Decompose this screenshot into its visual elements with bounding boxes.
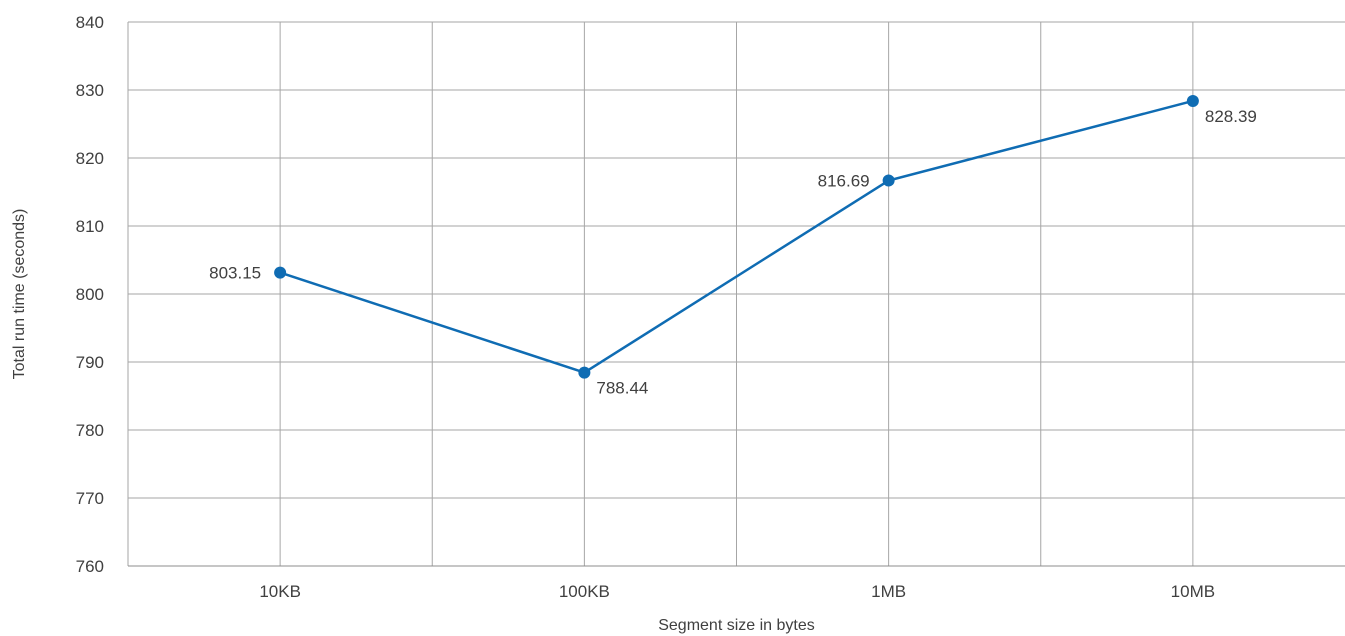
data-label: 828.39 bbox=[1205, 107, 1257, 126]
y-tick-label: 830 bbox=[76, 81, 104, 100]
data-point bbox=[578, 366, 591, 379]
y-tick-label: 790 bbox=[76, 353, 104, 372]
series-group bbox=[274, 94, 1199, 379]
y-tick-label: 820 bbox=[76, 149, 104, 168]
data-point bbox=[274, 266, 287, 279]
x-axis-title: Segment size in bytes bbox=[658, 617, 815, 634]
data-label: 788.44 bbox=[596, 379, 648, 398]
x-axis-tick-labels: 10KB 100KB 1MB 10MB bbox=[259, 582, 1215, 601]
x-tick-label: 10MB bbox=[1171, 582, 1215, 601]
y-tick-label: 770 bbox=[76, 489, 104, 508]
y-tick-label: 760 bbox=[76, 557, 104, 576]
data-point bbox=[1186, 94, 1199, 107]
y-axis-title: Total run time (seconds) bbox=[11, 209, 28, 380]
data-point bbox=[882, 174, 895, 187]
y-tick-label: 800 bbox=[76, 285, 104, 304]
x-tick-label: 1MB bbox=[871, 582, 906, 601]
data-label: 816.69 bbox=[818, 172, 870, 191]
y-tick-label: 810 bbox=[76, 217, 104, 236]
gridlines bbox=[127, 21, 1345, 567]
data-label: 803.15 bbox=[209, 264, 261, 283]
data-labels: 803.15 788.44 816.69 828.39 bbox=[209, 107, 1257, 398]
x-tick-label: 100KB bbox=[559, 582, 610, 601]
series-line bbox=[278, 99, 1195, 374]
y-tick-label: 780 bbox=[76, 421, 104, 440]
x-tick-label: 10KB bbox=[259, 582, 301, 601]
y-tick-label: 840 bbox=[76, 13, 104, 32]
y-axis-tick-labels: 760 770 780 790 800 810 820 830 840 bbox=[76, 13, 104, 576]
